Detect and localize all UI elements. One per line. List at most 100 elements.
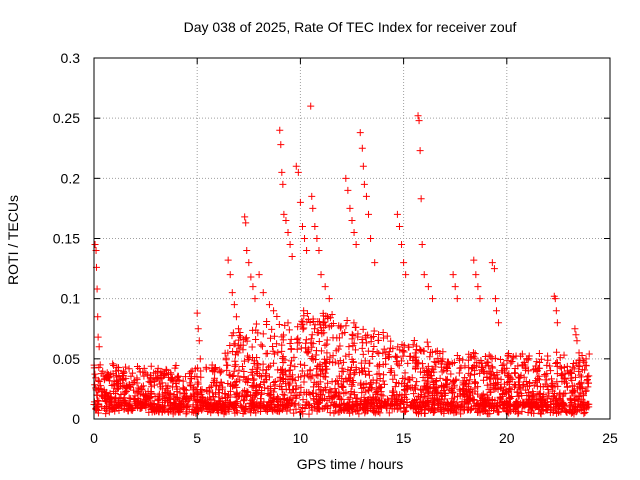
data-point	[173, 375, 181, 383]
data-point	[497, 355, 505, 363]
data-point	[491, 354, 499, 362]
data-point	[544, 406, 552, 414]
data-point	[395, 362, 403, 370]
data-point	[131, 377, 139, 385]
data-point	[348, 363, 356, 371]
data-point	[516, 373, 524, 381]
data-point	[478, 404, 486, 412]
data-point	[129, 386, 137, 394]
data-point	[505, 372, 513, 380]
data-point	[582, 361, 590, 369]
data-point	[249, 395, 257, 403]
data-point	[303, 310, 311, 318]
data-point	[243, 247, 251, 255]
data-point	[266, 390, 274, 398]
data-point	[413, 359, 421, 367]
data-point	[284, 228, 292, 236]
data-point	[114, 397, 122, 405]
data-point	[493, 403, 501, 411]
data-point	[374, 396, 382, 404]
data-point	[119, 383, 127, 391]
data-point	[262, 372, 270, 380]
data-point	[333, 377, 341, 385]
data-point	[222, 404, 230, 412]
data-point	[310, 325, 318, 333]
data-point	[351, 369, 359, 377]
data-point	[482, 362, 490, 370]
data-point	[387, 337, 395, 345]
data-point	[260, 378, 268, 386]
data-point	[241, 404, 249, 412]
data-point	[547, 367, 555, 375]
data-point	[328, 311, 336, 319]
data-point	[479, 408, 487, 416]
data-point	[576, 363, 584, 371]
data-point	[306, 318, 314, 326]
data-point	[133, 363, 141, 371]
data-point	[522, 386, 530, 394]
data-point	[448, 379, 456, 387]
data-point	[233, 389, 241, 397]
data-point	[544, 352, 552, 360]
data-point	[282, 385, 290, 393]
data-point	[418, 360, 426, 368]
data-point	[305, 410, 313, 418]
x-tick-label: 15	[396, 430, 412, 446]
data-point	[110, 361, 118, 369]
data-point	[271, 377, 279, 385]
data-point	[551, 295, 559, 303]
data-point	[300, 378, 308, 386]
data-point	[241, 335, 249, 343]
data-point	[157, 403, 165, 411]
data-point	[292, 162, 300, 170]
data-point	[338, 330, 346, 338]
data-point	[384, 353, 392, 361]
data-point	[344, 186, 352, 194]
data-point	[323, 336, 331, 344]
data-point	[92, 384, 100, 392]
data-point	[236, 329, 244, 337]
data-point	[361, 357, 369, 365]
data-point	[276, 126, 284, 134]
x-tick-label: 0	[90, 430, 98, 446]
data-point	[288, 253, 296, 261]
data-point	[249, 365, 257, 373]
data-point	[139, 391, 147, 399]
data-point	[94, 313, 102, 321]
data-point	[234, 349, 242, 357]
data-point	[365, 383, 373, 391]
data-point	[313, 404, 321, 412]
data-point	[479, 400, 487, 408]
data-point	[485, 351, 493, 359]
data-point	[450, 393, 458, 401]
data-point	[354, 330, 362, 338]
data-point	[424, 377, 432, 385]
data-point	[575, 392, 583, 400]
data-point	[578, 373, 586, 381]
data-point	[313, 347, 321, 355]
data-point	[349, 331, 357, 339]
data-point	[479, 367, 487, 375]
data-point	[453, 295, 461, 303]
data-point	[329, 352, 337, 360]
data-point	[398, 241, 406, 249]
data-point	[163, 385, 171, 393]
data-point	[576, 401, 584, 409]
data-point	[248, 401, 256, 409]
data-point	[530, 409, 538, 417]
data-point	[278, 341, 286, 349]
data-point	[211, 368, 219, 376]
data-point	[574, 385, 582, 393]
data-point	[314, 329, 322, 337]
data-point	[253, 353, 261, 361]
data-point	[426, 353, 434, 361]
data-point	[306, 366, 314, 374]
y-tick-label: 0.2	[61, 170, 81, 186]
data-point	[287, 335, 295, 343]
data-point	[379, 392, 387, 400]
data-point	[154, 364, 162, 372]
data-point	[418, 241, 426, 249]
data-point	[526, 392, 534, 400]
data-point	[370, 408, 378, 416]
data-point	[530, 381, 538, 389]
